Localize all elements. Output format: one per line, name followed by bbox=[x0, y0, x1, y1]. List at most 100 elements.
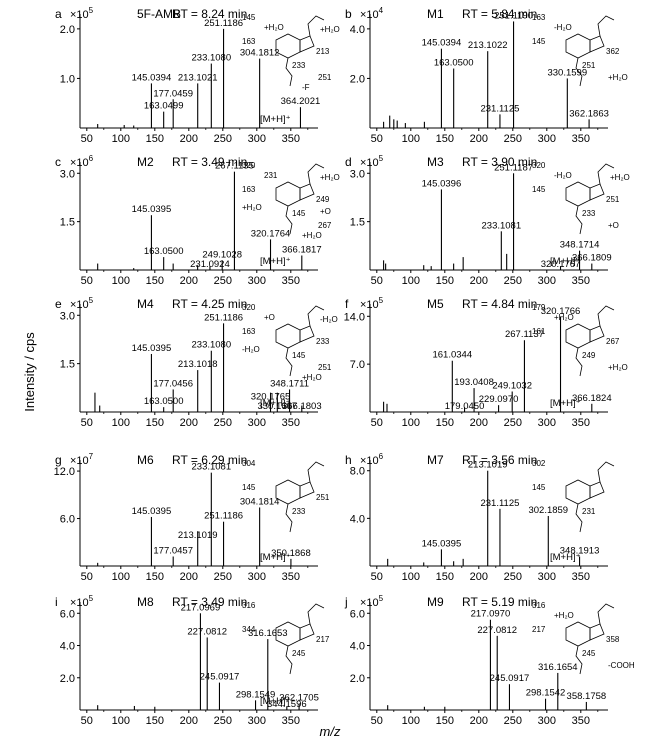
fragment-label: 251 bbox=[318, 363, 332, 372]
x-tick-label: 200 bbox=[470, 275, 488, 287]
amide-chain bbox=[597, 461, 615, 483]
structure-inset: 163 145 251 362 +H₂O -H₂O bbox=[532, 13, 628, 87]
figure-ylabel: Intensity / cps bbox=[22, 332, 37, 412]
y-tick-label: 14.0 bbox=[344, 311, 365, 323]
panel-j: j ×105 M9 RT = 5.19 min 50 100 150 200 250 300 350… bbox=[344, 594, 635, 727]
x-tick-label: 100 bbox=[402, 275, 420, 287]
retention-time: RT = 5.84 min bbox=[462, 7, 537, 21]
x-tick-label: 300 bbox=[248, 133, 266, 145]
y-tick-label: 12.0 bbox=[54, 466, 75, 478]
y-tick-label: 1.5 bbox=[60, 217, 75, 229]
structure-inset: 316 217 245 358 -COOH +H₂O bbox=[532, 601, 635, 675]
peak-label: 177.0457 bbox=[153, 546, 193, 557]
fragment-label: 231 bbox=[264, 171, 278, 180]
y-exponent: ×105 bbox=[360, 594, 384, 609]
amide-chain bbox=[307, 461, 325, 483]
x-tick-label: 50 bbox=[81, 275, 93, 287]
peak-label: 320.1765 bbox=[251, 392, 291, 403]
panel-letter: h bbox=[345, 453, 352, 467]
y-exponent: ×105 bbox=[360, 296, 384, 311]
y-tick-label: 1.5 bbox=[60, 359, 75, 371]
pyrazole-ring bbox=[589, 623, 605, 641]
x-tick-label: 50 bbox=[81, 715, 93, 727]
fragment-label: +H₂O bbox=[242, 203, 262, 212]
peak-label: 231.0924 bbox=[190, 259, 230, 270]
x-tick-label: 250 bbox=[214, 275, 232, 287]
compound-name: M5 bbox=[427, 297, 444, 311]
x-tick-label: 150 bbox=[436, 417, 454, 429]
y-tick-label: 2.0 bbox=[60, 673, 75, 685]
amide-chain bbox=[307, 603, 325, 625]
fragment-label: -H₂O bbox=[320, 315, 338, 324]
peak-label: 233.1080 bbox=[192, 340, 232, 351]
fragment-label: 233 bbox=[316, 337, 330, 346]
x-tick-label: 150 bbox=[146, 275, 164, 287]
peak-label: 298.1542 bbox=[526, 688, 566, 699]
fragment-label: +H₂O bbox=[554, 313, 574, 322]
peak-label: 366.1817 bbox=[282, 244, 322, 255]
fragment-label: 320 bbox=[242, 161, 256, 170]
peak-label: 213.1019 bbox=[178, 530, 218, 541]
pentyl-chain bbox=[285, 645, 293, 675]
peak-label: 145.0395 bbox=[132, 506, 172, 517]
peak-label: 267.1135 bbox=[215, 161, 254, 172]
y-tick-label: 2.0 bbox=[60, 24, 75, 36]
fragment-label: +H₂O bbox=[320, 25, 340, 34]
exponent-base: ×10 bbox=[70, 455, 89, 467]
x-tick-label: 50 bbox=[371, 417, 383, 429]
fragment-label: 304 bbox=[242, 459, 256, 468]
benzene-ring bbox=[275, 33, 301, 59]
x-tick-label: 250 bbox=[504, 417, 522, 429]
pentyl-chain bbox=[575, 347, 583, 377]
fragment-label: +H₂O bbox=[554, 611, 574, 620]
benzene-ring bbox=[565, 479, 591, 505]
peak-label: 251.1187 bbox=[494, 162, 533, 173]
x-tick-label: 200 bbox=[180, 417, 198, 429]
exponent-power: 5 bbox=[89, 6, 94, 15]
y-exponent: ×105 bbox=[70, 6, 94, 21]
x-tick-label: 200 bbox=[470, 571, 488, 583]
panel-letter: c bbox=[55, 155, 61, 169]
peak-label: 227.0812 bbox=[477, 625, 517, 636]
fragment-label: 302 bbox=[532, 459, 546, 468]
x-tick-label: 150 bbox=[436, 275, 454, 287]
fragment-label: 145 bbox=[532, 483, 546, 492]
fragment-label: -F bbox=[302, 83, 310, 92]
y-tick-label: 3.0 bbox=[350, 168, 365, 180]
y-exponent: ×105 bbox=[70, 296, 94, 311]
fragment-label: 245 bbox=[582, 649, 596, 658]
pyrazole-ring bbox=[299, 623, 315, 641]
molecular-ion-annotation: [M+H]⁺ bbox=[260, 696, 291, 707]
x-tick-label: 100 bbox=[402, 133, 420, 145]
retention-time: RT = 3.49 min bbox=[172, 155, 247, 169]
peak-label: 179.0450 bbox=[445, 401, 485, 412]
x-tick-label: 50 bbox=[81, 571, 93, 583]
exponent-base: ×10 bbox=[70, 299, 89, 311]
y-tick-label: 6.0 bbox=[350, 608, 365, 620]
x-tick-label: 100 bbox=[112, 417, 130, 429]
y-tick-label: 6.0 bbox=[60, 608, 75, 620]
x-tick-label: 200 bbox=[180, 275, 198, 287]
peak-label: 358.1758 bbox=[567, 691, 607, 702]
panel-f: f ×105 M5 RT = 4.84 min 50 100 150 200 250 300 350… bbox=[344, 296, 628, 429]
x-tick-label: 350 bbox=[282, 133, 300, 145]
compound-name: M3 bbox=[427, 155, 444, 169]
y-tick-label: 3.0 bbox=[60, 310, 75, 322]
x-tick-label: 300 bbox=[248, 715, 266, 727]
amide-chain bbox=[597, 305, 615, 327]
x-tick-label: 350 bbox=[572, 133, 590, 145]
fragment-label: 145 bbox=[292, 209, 306, 218]
molecular-ion-annotation: [M+H]⁺ bbox=[550, 256, 581, 267]
peak-label: 302.1859 bbox=[528, 505, 568, 516]
pyrazole-ring bbox=[589, 325, 605, 343]
retention-time: RT = 3.90 min bbox=[462, 155, 537, 169]
peak-label: 161.0344 bbox=[432, 350, 472, 361]
y-exponent: ×106 bbox=[360, 452, 384, 467]
x-tick-label: 100 bbox=[112, 715, 130, 727]
fragment-label: 231 bbox=[582, 507, 596, 516]
compound-name: M4 bbox=[137, 297, 154, 311]
exponent-power: 5 bbox=[379, 154, 384, 163]
benzene-ring bbox=[275, 181, 301, 207]
x-tick-label: 350 bbox=[282, 417, 300, 429]
x-tick-label: 250 bbox=[504, 133, 522, 145]
